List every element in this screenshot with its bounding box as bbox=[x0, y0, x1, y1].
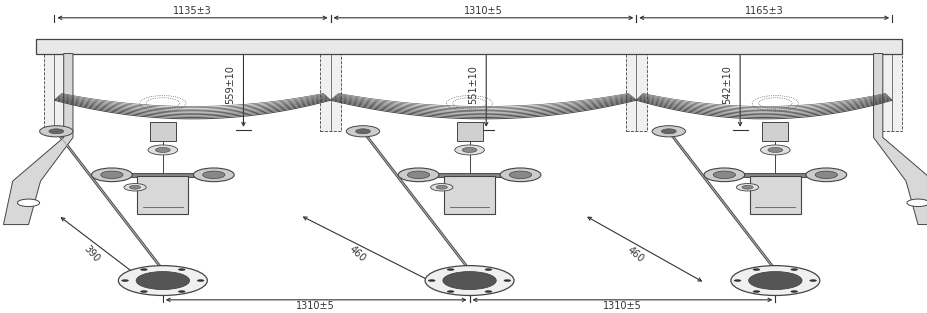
Circle shape bbox=[730, 266, 819, 295]
Circle shape bbox=[805, 168, 845, 182]
Circle shape bbox=[661, 129, 676, 134]
Bar bbox=[881, 54, 901, 131]
Circle shape bbox=[436, 185, 447, 189]
Text: 390: 390 bbox=[82, 244, 101, 264]
Text: 559±10: 559±10 bbox=[225, 65, 235, 104]
Circle shape bbox=[742, 185, 753, 189]
Bar bbox=[626, 54, 646, 131]
Circle shape bbox=[752, 290, 759, 293]
Circle shape bbox=[49, 129, 64, 134]
Circle shape bbox=[733, 279, 741, 282]
Text: 1165±3: 1165±3 bbox=[744, 6, 782, 16]
Circle shape bbox=[398, 168, 438, 182]
Circle shape bbox=[92, 168, 133, 182]
Circle shape bbox=[500, 168, 540, 182]
Circle shape bbox=[355, 129, 370, 134]
Circle shape bbox=[906, 199, 927, 207]
Circle shape bbox=[119, 266, 207, 295]
Circle shape bbox=[346, 126, 379, 137]
Bar bbox=[137, 177, 188, 214]
Circle shape bbox=[101, 171, 123, 178]
Bar bbox=[749, 177, 800, 214]
Circle shape bbox=[447, 290, 454, 293]
Circle shape bbox=[790, 268, 797, 271]
Bar bbox=[762, 122, 787, 141]
Circle shape bbox=[40, 126, 73, 137]
Bar bbox=[36, 38, 901, 54]
Circle shape bbox=[202, 171, 224, 178]
Circle shape bbox=[462, 147, 476, 152]
Circle shape bbox=[808, 279, 816, 282]
Bar bbox=[444, 177, 494, 214]
Circle shape bbox=[760, 145, 789, 155]
Circle shape bbox=[484, 268, 491, 271]
Text: 1310±5: 1310±5 bbox=[603, 301, 641, 311]
Circle shape bbox=[178, 268, 185, 271]
Bar bbox=[44, 54, 65, 131]
Circle shape bbox=[652, 126, 685, 137]
Text: 460: 460 bbox=[347, 244, 367, 264]
Circle shape bbox=[447, 268, 454, 271]
Circle shape bbox=[748, 272, 801, 290]
Circle shape bbox=[704, 168, 744, 182]
Circle shape bbox=[790, 290, 797, 293]
Circle shape bbox=[178, 290, 185, 293]
Circle shape bbox=[425, 266, 514, 295]
Circle shape bbox=[124, 183, 146, 191]
Text: 542±10: 542±10 bbox=[721, 65, 731, 104]
Circle shape bbox=[509, 171, 531, 178]
Text: 460: 460 bbox=[625, 244, 645, 264]
Bar bbox=[150, 122, 175, 141]
Circle shape bbox=[736, 183, 758, 191]
Circle shape bbox=[18, 199, 40, 207]
Polygon shape bbox=[4, 54, 73, 225]
Circle shape bbox=[503, 279, 511, 282]
Circle shape bbox=[430, 183, 452, 191]
Polygon shape bbox=[872, 54, 927, 225]
Text: 1135±3: 1135±3 bbox=[173, 6, 211, 16]
Circle shape bbox=[155, 147, 170, 152]
Circle shape bbox=[713, 171, 735, 178]
Text: 1310±5: 1310±5 bbox=[296, 301, 335, 311]
Bar bbox=[320, 54, 340, 131]
Circle shape bbox=[484, 290, 491, 293]
Circle shape bbox=[130, 185, 141, 189]
Circle shape bbox=[140, 290, 147, 293]
Circle shape bbox=[148, 145, 177, 155]
Circle shape bbox=[454, 145, 484, 155]
Circle shape bbox=[140, 268, 147, 271]
Circle shape bbox=[197, 279, 204, 282]
Circle shape bbox=[407, 171, 429, 178]
Circle shape bbox=[752, 268, 759, 271]
Bar bbox=[456, 122, 482, 141]
Circle shape bbox=[768, 147, 781, 152]
Text: 1310±5: 1310±5 bbox=[464, 6, 502, 16]
Circle shape bbox=[442, 272, 496, 290]
Circle shape bbox=[193, 168, 234, 182]
Text: 551±10: 551±10 bbox=[468, 65, 477, 104]
Circle shape bbox=[121, 279, 129, 282]
Circle shape bbox=[814, 171, 836, 178]
Circle shape bbox=[427, 279, 435, 282]
Circle shape bbox=[136, 272, 189, 290]
